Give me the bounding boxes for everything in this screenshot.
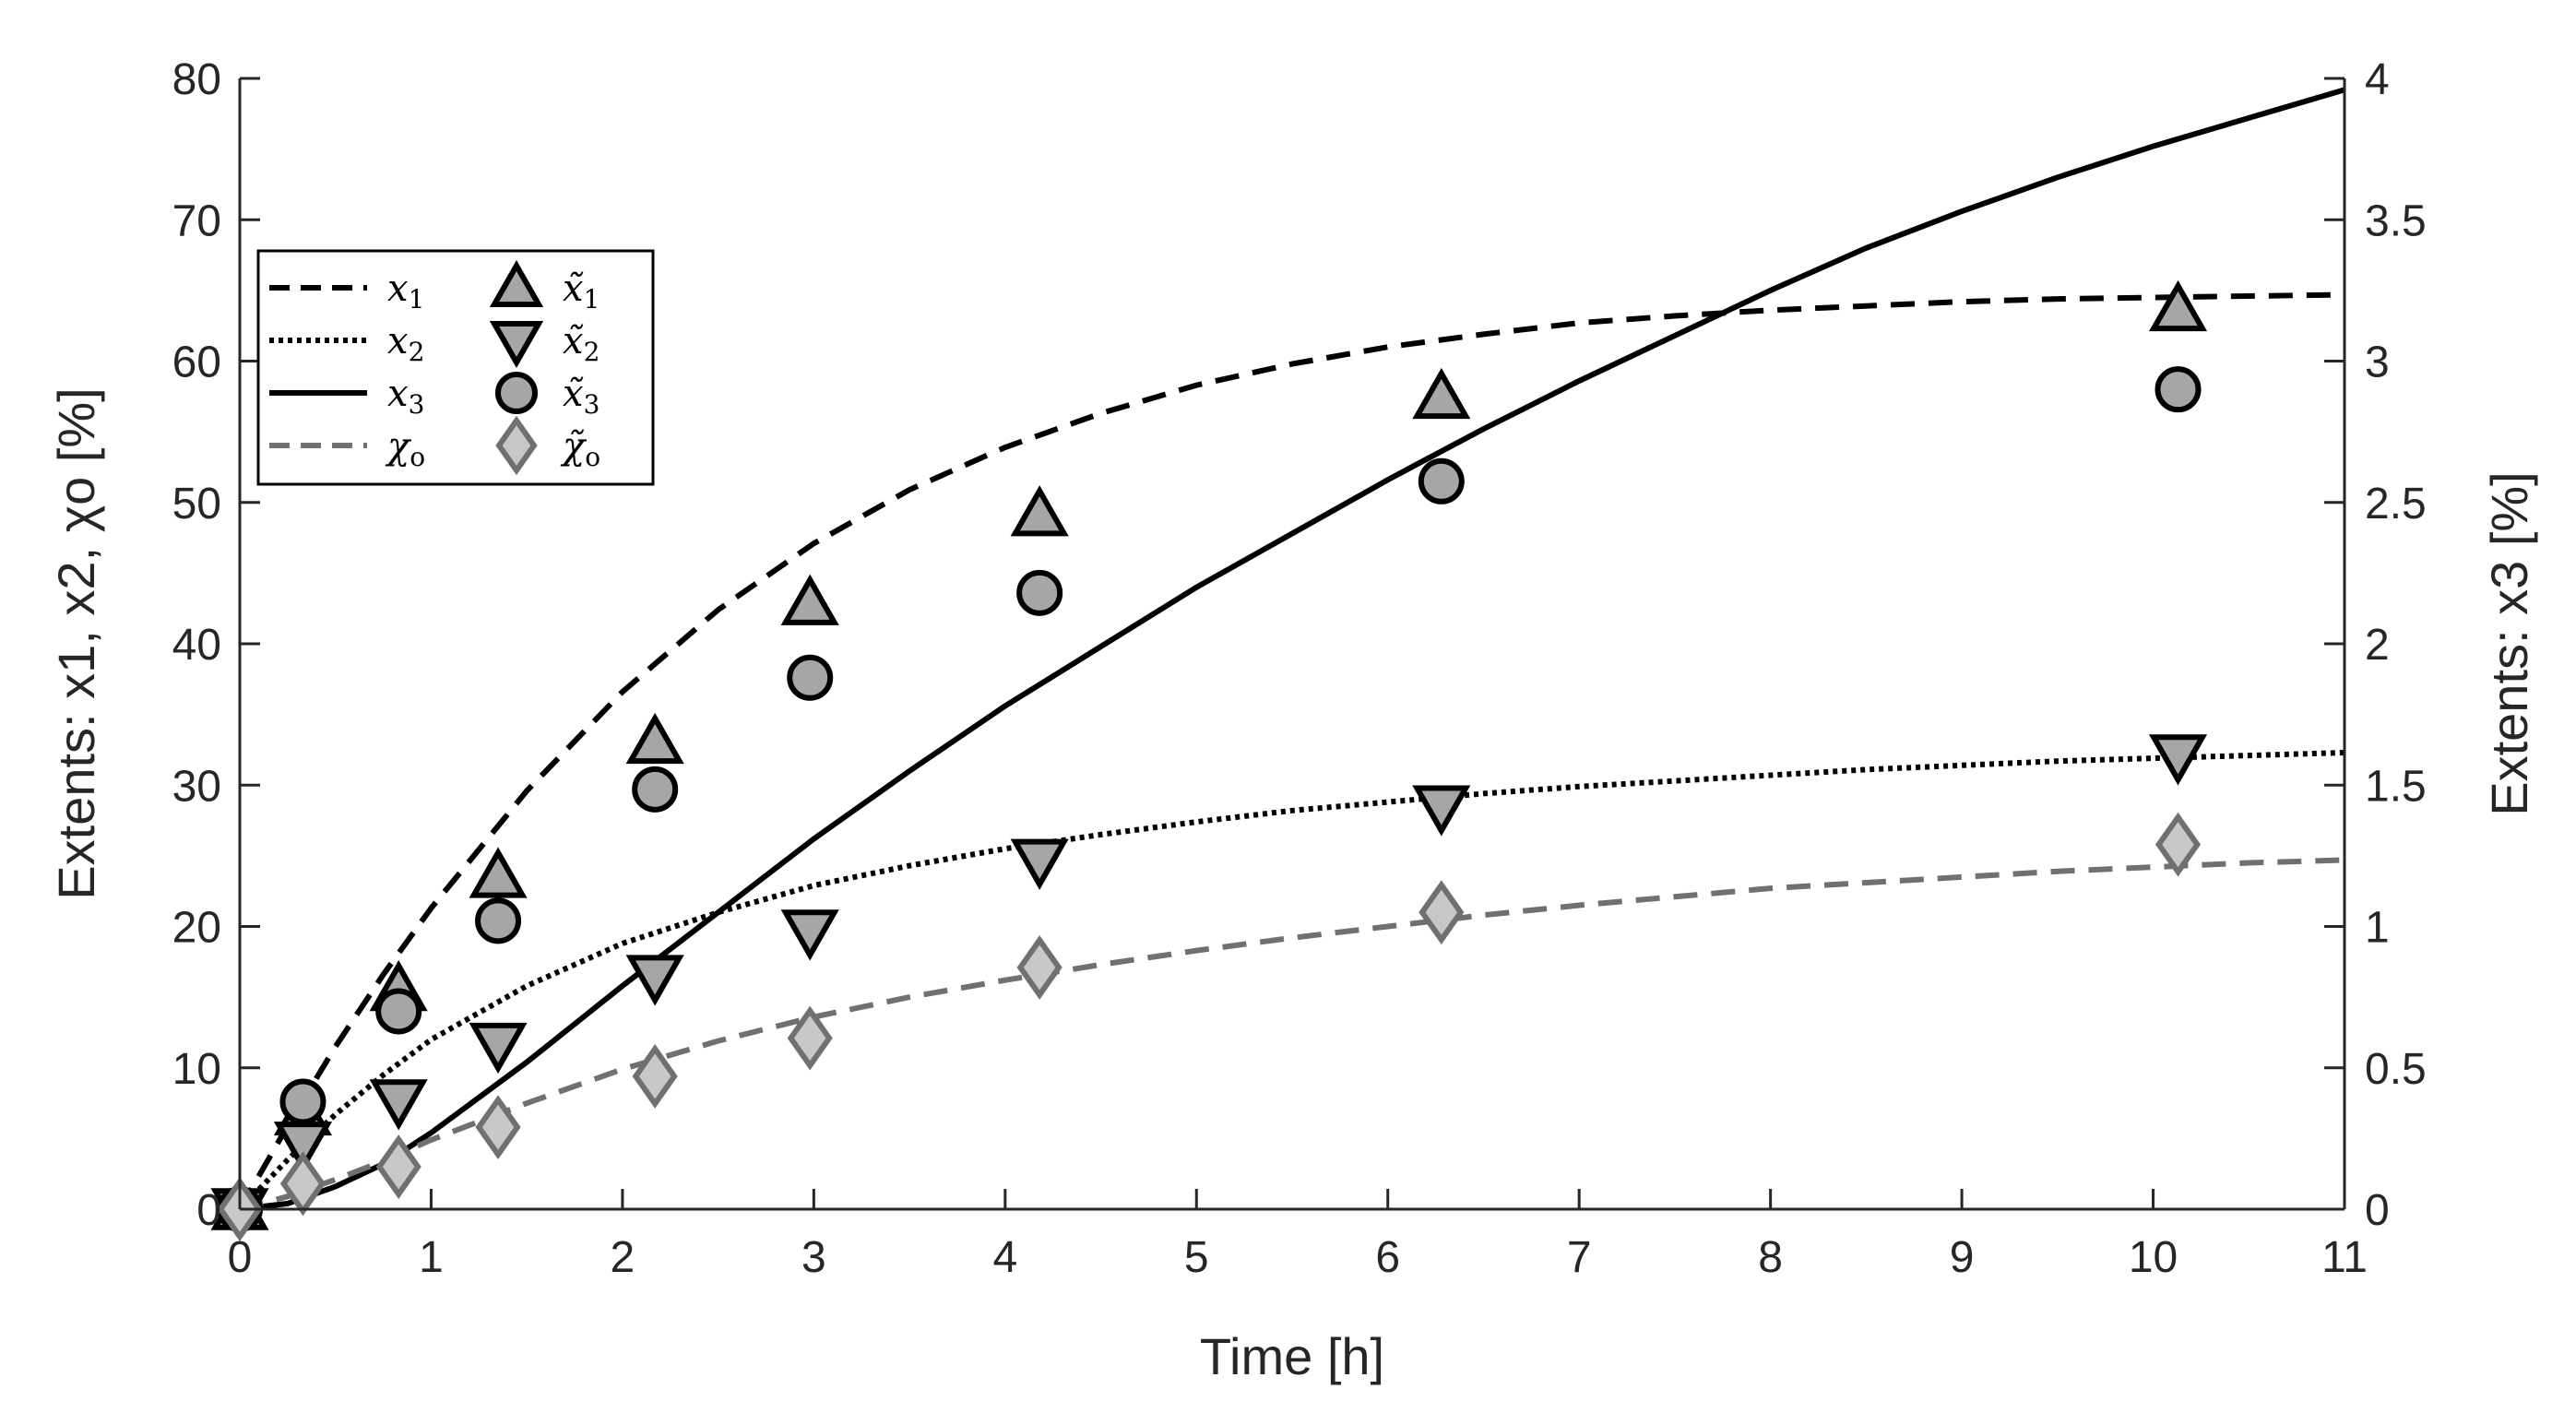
y-right-tick-label-8: 4 xyxy=(2365,55,2390,104)
y-axis-left-title: Extents: x1, x2, χo [%] xyxy=(47,387,105,899)
legend-marker-x2_meas xyxy=(489,321,544,369)
x-tick-label-0: 0 xyxy=(228,1233,253,1282)
legend-label-x2: x2 xyxy=(387,320,424,367)
series-layer xyxy=(237,87,2345,1212)
data-point-x1_meas-6 xyxy=(1010,485,1069,537)
y-right-tick-label-2: 1 xyxy=(2365,904,2390,953)
axes-layer: 0 1 2 3 4 5 6 7 8 9 10 110102030405060708000.511.52… xyxy=(47,55,2538,1385)
data-point-chi_o_meas-6 xyxy=(1016,935,1062,1000)
series-line-chi_o xyxy=(239,857,2345,1212)
y-left-tick-label-5: 50 xyxy=(172,480,221,528)
legend-box xyxy=(256,249,655,486)
y-right-tick-label-0: 0 xyxy=(2365,1186,2390,1235)
y-right-tick-label-3: 1.5 xyxy=(2365,762,2427,811)
legend-label-chi_o_meas: χ̃o xyxy=(560,425,600,472)
series-line-x2 xyxy=(237,750,2345,1212)
data-point-x3_meas-6 xyxy=(1016,569,1063,616)
x-tick-label-8: 8 xyxy=(1758,1233,1783,1282)
series-line-x1 xyxy=(237,291,2345,1211)
data-point-chi_o_meas-3 xyxy=(475,1095,521,1160)
data-point-x2_meas-4 xyxy=(625,955,684,1006)
y-axis-right-title: Extents: x3 [%] xyxy=(2480,471,2538,816)
y-right-tick-label-7: 3.5 xyxy=(2365,196,2427,245)
y-right-tick-label-1: 0.5 xyxy=(2365,1045,2427,1094)
data-point-x1_meas-4 xyxy=(625,712,684,765)
x-tick-label-3: 3 xyxy=(801,1233,826,1282)
x-tick-label-4: 4 xyxy=(992,1233,1017,1282)
y-right-tick-label-6: 3 xyxy=(2365,338,2390,387)
y-left-tick-label-8: 80 xyxy=(172,55,221,104)
data-point-x1_meas-8 xyxy=(2148,279,2208,332)
x-tick-label-2: 2 xyxy=(611,1233,635,1282)
y-left-tick-label-0: 0 xyxy=(196,1186,221,1235)
data-point-x3_meas-7 xyxy=(1418,457,1465,505)
legend-marker-x3_meas xyxy=(495,372,538,414)
x-tick-label-11: 11 xyxy=(2321,1233,2368,1282)
y-left-tick-label-1: 10 xyxy=(172,1045,221,1094)
y-left-tick-label-7: 70 xyxy=(172,196,221,245)
data-point-x2_meas-5 xyxy=(780,909,839,961)
data-point-chi_o_meas-4 xyxy=(632,1044,678,1109)
legend-marker-x1_meas xyxy=(489,259,544,307)
y-left-tick-label-2: 20 xyxy=(172,904,221,953)
y-right-tick-label-4: 2 xyxy=(2365,621,2390,670)
y-left-tick-label-6: 60 xyxy=(172,338,221,387)
data-point-x3_meas-3 xyxy=(475,897,522,944)
data-point-x3_meas-4 xyxy=(632,766,679,813)
data-point-x2_meas-3 xyxy=(469,1022,528,1075)
data-point-x2_meas-7 xyxy=(1412,785,1471,837)
legend-marker-chi_o_meas xyxy=(495,415,538,476)
data-point-chi_o_meas-5 xyxy=(787,1005,833,1071)
x-tick-label-1: 1 xyxy=(419,1233,444,1282)
data-point-x3_meas-1 xyxy=(279,1078,326,1125)
x-tick-label-5: 5 xyxy=(1184,1233,1209,1282)
legend-label-chi_o: χo xyxy=(385,425,425,472)
data-point-x3_meas-8 xyxy=(2155,366,2202,413)
data-point-chi_o_meas-7 xyxy=(1419,880,1465,945)
y-left-tick-label-3: 30 xyxy=(172,762,221,811)
legend-label-x1_meas: x̃1 xyxy=(563,267,599,315)
y-left-tick-label-4: 40 xyxy=(172,621,221,670)
legend-label-x3_meas: x̃3 xyxy=(563,373,599,420)
data-point-x1_meas-7 xyxy=(1412,367,1471,420)
data-point-x3_meas-5 xyxy=(787,654,834,701)
series-line-x3 xyxy=(239,87,2345,1212)
data-point-x2_meas-2 xyxy=(369,1079,428,1131)
data-point-chi_o_meas-1 xyxy=(279,1151,326,1217)
x-tick-label-7: 7 xyxy=(1567,1233,1592,1282)
data-point-x2_meas-6 xyxy=(1010,838,1069,890)
legend-label-x3: x3 xyxy=(387,373,424,420)
x-axis-title: Time [h] xyxy=(1200,1327,1384,1385)
data-point-x2_meas-8 xyxy=(2148,734,2208,786)
x-tick-label-9: 9 xyxy=(1950,1233,1975,1282)
legend-label-x1: x1 xyxy=(387,267,424,315)
data-point-chi_o_meas-2 xyxy=(375,1134,421,1199)
data-point-chi_o_meas-8 xyxy=(2155,812,2202,877)
y-right-tick-label-5: 2.5 xyxy=(2365,480,2427,528)
data-point-x1_meas-3 xyxy=(469,847,528,898)
legend: x1 x2 x3 χo x̃1 x̃2 x̃3 χ̃o xyxy=(256,249,655,486)
data-point-x1_meas-5 xyxy=(780,574,839,625)
legend-label-x2_meas: x̃2 xyxy=(563,320,599,367)
data-point-x3_meas-2 xyxy=(375,988,422,1035)
x-tick-label-6: 6 xyxy=(1375,1233,1400,1282)
x-tick-label-10: 10 xyxy=(2129,1233,2178,1282)
